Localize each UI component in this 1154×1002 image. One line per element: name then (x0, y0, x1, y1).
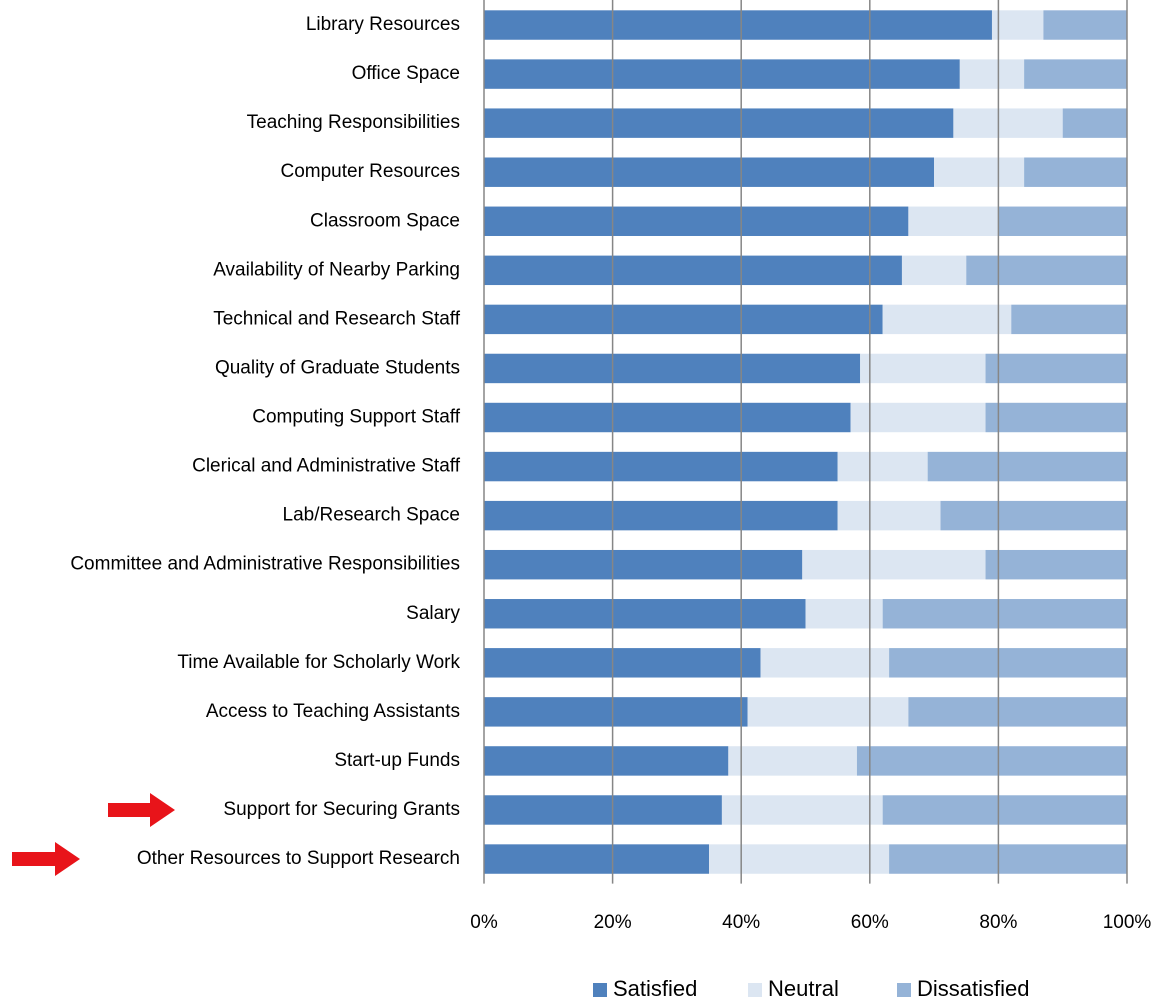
bar-segment (805, 599, 883, 629)
bar-segment (484, 206, 909, 236)
bar-segment (484, 451, 838, 482)
y-tick-label: Technical and Research Staff (213, 308, 461, 329)
bar-segment (1062, 108, 1127, 138)
bar-segment (889, 648, 1127, 678)
bar-segment (484, 10, 992, 40)
y-tick-label: Library Resources (306, 14, 460, 35)
bar-segment (1024, 157, 1127, 187)
bar-segment (484, 549, 803, 580)
bar-segment (901, 255, 967, 286)
bar-segment (484, 648, 761, 678)
y-tick-label: Classroom Space (310, 210, 460, 231)
bar-segment (484, 304, 883, 335)
y-tick-label: Clerical and Administrative Staff (192, 456, 461, 477)
bar-segment (484, 353, 861, 384)
y-tick-label: Computing Support Staff (252, 407, 460, 428)
arrow (108, 793, 175, 827)
bar-segment (484, 500, 838, 531)
y-tick-label: Other Resources to Support Research (137, 848, 460, 869)
bar-segment (484, 59, 960, 89)
bar-segment (484, 795, 722, 825)
y-tick-label: Support for Securing Grants (223, 799, 460, 820)
y-tick-label: Lab/Research Space (283, 505, 460, 526)
legend-label: Dissatisfied (917, 976, 1029, 1001)
bar-segment (882, 599, 1127, 629)
bar-segment (934, 157, 1025, 187)
bar-segment (966, 255, 1127, 286)
bar-segment (959, 59, 1025, 89)
bar-segment (985, 549, 1127, 580)
bar-segment (860, 353, 986, 384)
bar-segment (484, 599, 806, 629)
arrow (12, 842, 80, 876)
x-tick-label: 80% (979, 912, 1017, 933)
bar-segment (484, 108, 954, 138)
legend-label: Neutral (768, 976, 839, 1001)
bar-segment (484, 697, 748, 727)
bar-segment (484, 402, 851, 433)
bar-segment (484, 157, 935, 187)
bar-segment (998, 206, 1127, 236)
x-tick-label: 20% (594, 912, 632, 933)
bar-segment (484, 746, 729, 776)
bar-segment (747, 697, 909, 727)
bar-segment (889, 844, 1127, 874)
bar-segment (991, 10, 1044, 40)
y-tick-label: Quality of Graduate Students (215, 357, 460, 378)
bar-segment (837, 451, 928, 482)
bar-segment (709, 844, 890, 874)
legend-swatch (897, 983, 911, 997)
y-tick-label: Computer Resources (280, 161, 460, 182)
bar-segment (908, 697, 1127, 727)
bar-segment (985, 353, 1127, 384)
bar-segment (940, 500, 1127, 531)
legend-label: Satisfied (613, 976, 697, 1001)
bar-segment (484, 844, 710, 874)
bar-segment (985, 402, 1127, 433)
bar-segment (927, 451, 1127, 482)
bar-segment (1043, 10, 1127, 40)
y-tick-label: Office Space (352, 63, 460, 84)
y-tick-label: Salary (406, 603, 460, 624)
legend-swatch (748, 983, 762, 997)
bar-segment (850, 402, 986, 433)
x-tick-label: 40% (722, 912, 760, 933)
bar-segment (837, 500, 941, 531)
y-tick-label: Access to Teaching Assistants (206, 701, 460, 722)
y-tick-label: Time Available for Scholarly Work (177, 652, 460, 673)
bar-segment (760, 648, 890, 678)
bar-segment (1024, 59, 1127, 89)
x-tick-label: 0% (470, 912, 498, 933)
bar-segment (908, 206, 999, 236)
bar-segment (802, 549, 986, 580)
bar-segment (882, 304, 1012, 335)
bar-segment (953, 108, 1063, 138)
bar-segment (882, 795, 1127, 825)
x-tick-label: 100% (1103, 912, 1152, 933)
bar-segment (1011, 304, 1127, 335)
y-tick-label: Start-up Funds (334, 750, 460, 771)
bar-segment (484, 255, 902, 286)
bar-segment (721, 795, 883, 825)
legend-swatch (593, 983, 607, 997)
y-tick-label: Availability of Nearby Parking (213, 259, 460, 280)
bar-segment (728, 746, 857, 776)
arrows (12, 793, 175, 876)
bar-segment (856, 746, 1127, 776)
x-tick-label: 60% (851, 912, 889, 933)
y-tick-label: Teaching Responsibilities (247, 112, 460, 133)
y-tick-label: Committee and Administrative Responsibil… (70, 554, 460, 575)
